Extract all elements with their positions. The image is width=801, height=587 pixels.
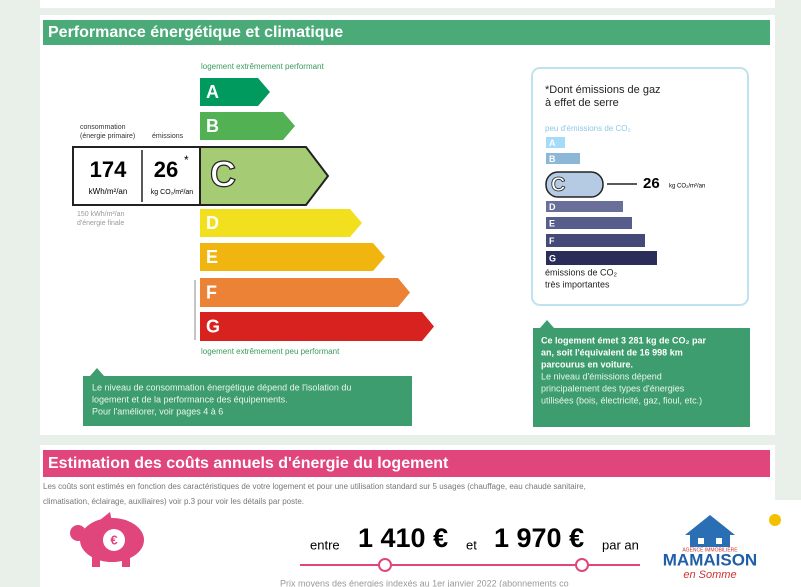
ges-note: Ce logement émet 3 281 kg de CO₂ par an, … [541, 335, 707, 405]
logo-sub: en Somme [683, 569, 736, 581]
grade-letter: E [206, 247, 218, 267]
performance-header [43, 20, 770, 45]
logo: AGENCE IMMOBILIÈRE MAMAISON en Somme [663, 514, 781, 581]
grade-letter: B [549, 154, 556, 164]
note-line: Le niveau de consommation énergétique dé… [92, 382, 351, 392]
grade-letter: A [549, 138, 556, 148]
costs-title: Estimation des coûts annuels d'énergie d… [48, 455, 449, 472]
final-energy: 150 kWh/m²/an [77, 211, 125, 218]
svg-text:€: € [110, 532, 117, 547]
grade-bar [200, 209, 362, 237]
grade-bar [546, 217, 632, 229]
note-line: Ce logement émet 3 281 kg de CO₂ par [541, 335, 707, 345]
grade-bar [546, 153, 580, 164]
costs-description: climatisation, éclairage, auxiliaires) v… [43, 497, 304, 506]
note-line: Le niveau d'émissions dépend [541, 371, 662, 381]
performance-title: Performance énergétique et climatique [48, 24, 343, 41]
between: entre [310, 537, 340, 552]
top-label: logement extrêmement performant [201, 62, 325, 71]
emissions-unit: kg CO₂/m²/an [151, 189, 194, 196]
grade-bar [546, 234, 645, 247]
range-dot [575, 558, 589, 572]
note-line: principalement des types d'énergies [541, 383, 685, 393]
grade-letter: A [206, 82, 219, 102]
grade-bar [545, 171, 604, 198]
grade-letter: F [206, 282, 217, 302]
note-line: utilisées (bois, électricité, gaz, fioul… [541, 395, 702, 405]
grade-bar [546, 201, 623, 212]
ges-top-label: peu d'émissions de CO₂ [545, 124, 631, 133]
emissions-label: émissions [152, 133, 184, 140]
ges-unit: kg CO₂/m²/an [669, 184, 705, 190]
ges-title: à effet de serre [545, 97, 619, 109]
consumption-label: (énergie primaire) [80, 133, 135, 140]
consumption-unit: kWh/m²/an [89, 187, 128, 196]
costs-description: Les coûts sont estimés en fonction des c… [43, 482, 586, 491]
grade-letter: D [549, 202, 556, 212]
grade-letter: D [206, 213, 219, 233]
ges-title: *Dont émissions de gaz [545, 84, 661, 96]
final-energy: d'énergie finale [77, 220, 124, 227]
grade-bar [200, 278, 410, 307]
consumption-value: 174 [90, 157, 127, 182]
value-box [72, 146, 201, 206]
grade-letter: F [549, 236, 555, 246]
grade-bar [546, 251, 657, 265]
grade-bar [200, 78, 270, 106]
logo-tag: AGENCE IMMOBILIÈRE [682, 546, 738, 553]
and: et [466, 537, 477, 552]
note-line: logement et de la performance des équipe… [92, 394, 288, 404]
range-dot [378, 558, 392, 572]
grade-letter: C [210, 154, 236, 195]
grade-letter: E [549, 218, 555, 228]
emissions-value: 26 [154, 157, 178, 182]
costs-header [43, 450, 770, 477]
bottom-label: logement extrêmement peu performant [201, 347, 340, 356]
per-year: par an [602, 537, 639, 552]
star: * [184, 153, 189, 167]
grade-bar [200, 312, 434, 341]
grade-bar [546, 137, 565, 148]
logo-name: MAMAISON [663, 550, 757, 569]
cost-high: 1 970 € [494, 523, 584, 553]
ges-note-box [533, 320, 750, 427]
grade-letter: G [549, 253, 556, 263]
grade-bar [199, 146, 330, 206]
consumption-label: consommation [80, 124, 126, 131]
grade-letter: B [206, 116, 219, 136]
grade-letter: G [206, 316, 220, 336]
grade-bar [200, 112, 295, 140]
piggy-icon: € [70, 512, 144, 567]
costs-footer: Prix moyens des énergies indexés au 1er … [280, 578, 569, 587]
grade-bar [200, 243, 385, 271]
note-line: parcourus en voiture. [541, 359, 633, 369]
ges-bottom-label: émissions de CO₂ [545, 267, 618, 277]
cost-low: 1 410 € [358, 523, 448, 553]
performance-note: Le niveau de consommation énergétique dé… [92, 382, 351, 416]
note-line: an, soit l'équivalent de 16 998 km [541, 347, 683, 357]
ges-bottom-label: très importantes [545, 279, 610, 289]
note-line: Pour l'améliorer, voir pages 4 à 6 [92, 406, 223, 416]
grade-letter: C [551, 174, 565, 196]
performance-note-box [83, 368, 412, 426]
top-panel [40, 0, 775, 8]
ges-value: 26 [643, 175, 660, 192]
